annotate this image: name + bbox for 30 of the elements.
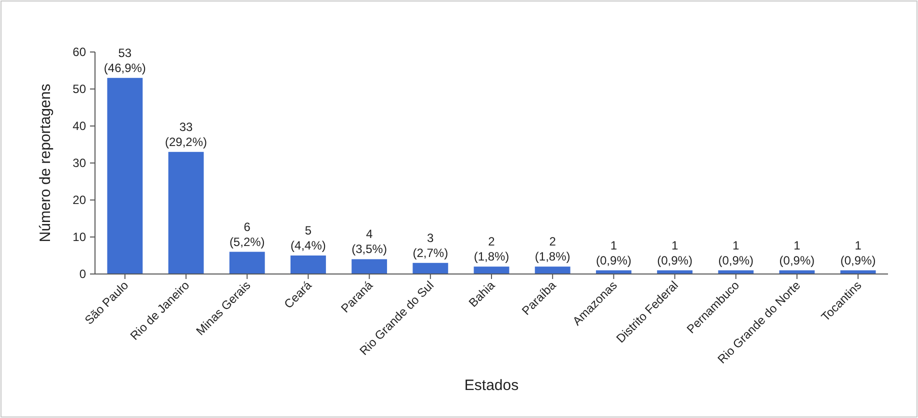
bar [534, 266, 570, 274]
data-label: 1 (0,9%) [596, 238, 632, 268]
y-tick-label: 60 [72, 45, 86, 60]
data-label: 1 (0,9%) [718, 238, 754, 268]
data-label: 2 (1,8%) [534, 234, 570, 264]
y-tick-label: 10 [72, 230, 86, 244]
data-label: 4 (3,5%) [352, 227, 387, 256]
data-label: 3 (2,7%) [412, 230, 448, 260]
y-tick-label: 30 [72, 156, 86, 170]
data-label: 1 (0,9%) [779, 238, 815, 268]
x-axis-title: Estados [464, 377, 519, 394]
bar [474, 266, 510, 274]
bar [290, 256, 326, 274]
y-tick-label: 50 [72, 82, 86, 96]
bar [352, 259, 388, 274]
y-tick-label: 40 [72, 119, 86, 134]
y-tick-label: 20 [72, 193, 86, 208]
data-label: 1 (0,9%) [840, 238, 876, 268]
data-label: 53 (46,9%) [104, 46, 146, 75]
bar [412, 262, 448, 274]
data-label: 5 (4,4%) [290, 224, 326, 252]
bar [229, 252, 265, 274]
bar [168, 152, 204, 274]
data-label: 2 (1,8%) [474, 234, 510, 264]
data-label: 1 (0,9%) [657, 238, 692, 268]
bar [107, 78, 143, 274]
y-tick-label: 0 [79, 267, 86, 282]
y-axis-title: Número de reportagens [37, 84, 54, 242]
data-label: 33 (29,2%) [165, 120, 208, 149]
data-label: 6 (5,2%) [229, 220, 265, 249]
